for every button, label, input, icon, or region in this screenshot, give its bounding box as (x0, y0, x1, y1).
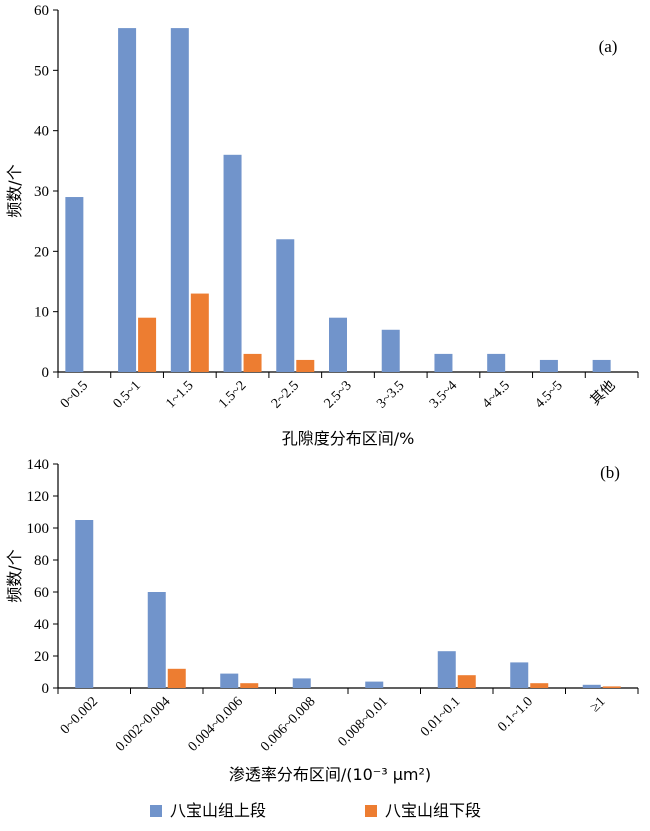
chart-a-x-tick-label: 1.5~2 (216, 378, 249, 411)
chart-a-x-tick-label: 4.5~5 (532, 378, 565, 411)
chart-a-panel-label: (a) (599, 37, 618, 56)
chart-a-bar-upper (276, 239, 295, 372)
legend-label-upper: 八宝山组上段 (170, 801, 266, 820)
chart-a-x-tick-label: 0.5~1 (111, 378, 144, 411)
chart-b-x-tick-label: 0.01~0.1 (418, 694, 464, 740)
chart-a-x-tick-label: 4~4.5 (480, 378, 513, 411)
chart-b-y-tick-label: 120 (27, 489, 50, 505)
chart-a-bar-upper (434, 353, 453, 372)
chart-b-y-tick-label: 60 (34, 585, 49, 601)
chart-a-bar-upper (65, 197, 84, 372)
chart-a-bar-upper (592, 359, 611, 372)
chart-a-bar-upper (487, 353, 506, 372)
chart-b-bar-upper (365, 681, 384, 688)
chart-b-y-tick-label: 80 (34, 553, 49, 569)
chart-b-bar-upper (510, 662, 529, 688)
chart-b-x-tick-label: 0.002~0.004 (113, 694, 174, 755)
chart-b-y-tick-label: 40 (34, 617, 49, 633)
chart-b-bar-upper (437, 651, 456, 688)
chart-b-x-tick-label: 0.1~1.0 (495, 694, 536, 735)
chart-b-panel-label: (b) (600, 463, 620, 482)
chart-b-bar-lower (457, 675, 476, 688)
chart-b-bar-upper (75, 520, 94, 688)
chart-a-bar-lower (138, 317, 157, 372)
chart-b-bar-lower (602, 686, 621, 688)
chart-b-x-tick-label: ≥1 (588, 694, 609, 715)
chart-b-x-axis-label: 渗透率分布区间/(10⁻³ μm²) (229, 765, 431, 784)
chart-a-bar-lower (190, 293, 209, 372)
chart-a-x-tick-label: 1~1.5 (163, 378, 196, 411)
chart-b-x-tick-label: 0.008~0.01 (336, 694, 392, 750)
chart-a-y-tick-label: 30 (34, 184, 49, 200)
chart-a-bar-lower (243, 353, 262, 372)
chart-a-y-tick-label: 10 (34, 305, 49, 321)
chart-a-y-tick-label: 20 (34, 244, 49, 260)
chart-b-y-tick-label: 100 (27, 521, 50, 537)
chart-a-bar-upper (118, 28, 137, 372)
chart-a-bar-upper (329, 317, 347, 372)
chart-b-bar-upper (220, 673, 239, 688)
legend-swatch-lower (365, 805, 377, 817)
chart-a-x-tick-label: 2~2.5 (269, 378, 302, 411)
chart-b-bar-lower (240, 683, 259, 688)
chart-b-bar-lower (167, 668, 186, 688)
chart-a-x-tick-label: 2.5~3 (322, 378, 355, 411)
chart-a-y-tick-label: 50 (34, 63, 49, 79)
chart-a-x-axis-label: 孔隙度分布区间/% (282, 429, 415, 448)
chart-b-bar-upper (147, 592, 166, 688)
chart-a-y-axis-label: 频数/个 (5, 164, 24, 217)
chart-b-y-tick-label: 20 (34, 649, 49, 665)
chart-a-bar-lower (296, 359, 315, 372)
chart-b-x-tick-label: 0~0.002 (58, 694, 101, 737)
chart-b-y-tick-label: 0 (42, 681, 50, 697)
chart-a-x-tick-label: 3~3.5 (374, 378, 407, 411)
chart-a-bar-upper (223, 154, 242, 372)
chart-b-x-tick-label: 0.004~0.006 (186, 694, 247, 755)
chart-b-y-axis-label: 频数/个 (5, 549, 24, 602)
legend-swatch-upper (150, 805, 162, 817)
chart-a-x-tick-label: 其他 (587, 378, 618, 409)
chart-a-y-tick-label: 40 (34, 124, 49, 140)
chart-a-x-tick-label: 3.5~4 (427, 378, 460, 411)
chart-a-y-tick-label: 60 (34, 3, 49, 19)
chart-a-y-tick-label: 0 (42, 365, 50, 381)
chart-b-x-tick-label: 0.006~0.008 (258, 694, 319, 755)
chart-a-x-tick-label: 0~0.5 (58, 378, 91, 411)
chart-a-bar-upper (170, 28, 189, 372)
chart-b-bar-upper (582, 684, 601, 688)
legend-label-lower: 八宝山组下段 (385, 801, 481, 820)
chart-b-bar-upper (292, 678, 311, 688)
chart-b-bar-lower (530, 683, 549, 688)
chart-a-bar-upper (381, 329, 400, 372)
chart-a-bar-upper (539, 359, 558, 372)
chart-b-y-tick-label: 140 (27, 457, 50, 473)
